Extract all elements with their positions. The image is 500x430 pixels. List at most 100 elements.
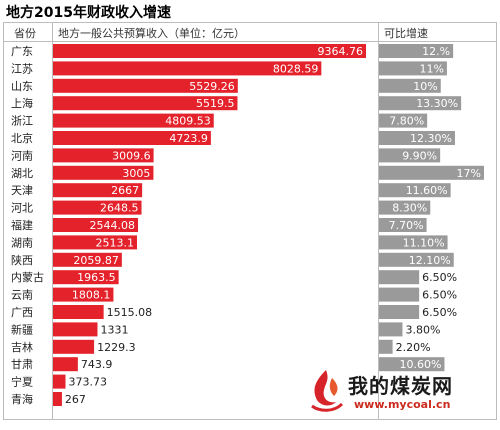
revenue-value-label: 373.73 xyxy=(68,376,107,389)
revenue-bar xyxy=(53,200,142,215)
revenue-value-label: 8028.59 xyxy=(273,62,319,75)
province-label: 云南 xyxy=(11,289,33,302)
revenue-bar xyxy=(53,218,139,232)
growth-value-label: 12.10% xyxy=(409,254,451,267)
revenue-value-label: 1808.1 xyxy=(72,289,111,302)
province-label: 河南 xyxy=(11,149,33,162)
growth-value-label: 8.30% xyxy=(392,202,427,215)
growth-value-label: 6.50% xyxy=(422,271,457,284)
revenue-value-label: 5519.5 xyxy=(196,97,235,110)
province-label: 北京 xyxy=(11,131,33,145)
revenue-bar xyxy=(53,374,66,389)
revenue-bar xyxy=(53,305,104,319)
province-label: 吉林 xyxy=(11,340,33,354)
growth-value-label: 7.70% xyxy=(389,219,424,232)
growth-value-label: 6.50% xyxy=(422,289,457,302)
growth-value-label: 12.% xyxy=(422,45,450,58)
province-label: 河北 xyxy=(11,202,33,215)
province-label: 甘肃 xyxy=(11,358,33,371)
province-label: 新疆 xyxy=(11,322,33,336)
growth-bar xyxy=(379,148,441,163)
revenue-value-label: 3009.6 xyxy=(112,149,151,162)
province-label: 福建 xyxy=(11,218,33,232)
coal-flame-logo-icon xyxy=(311,370,344,412)
province-label: 山东 xyxy=(11,80,33,93)
growth-bar xyxy=(379,218,427,232)
growth-bar xyxy=(379,131,455,145)
logo-brand-name: 我的煤炭网 xyxy=(348,374,453,398)
province-label: 陕西 xyxy=(11,253,33,267)
revenue-bar xyxy=(53,96,238,111)
growth-bar xyxy=(379,339,393,354)
province-label: 广东 xyxy=(11,45,33,58)
growth-bar xyxy=(379,252,454,267)
growth-value-label: 6.50% xyxy=(422,306,457,319)
growth-value-label: 11.10% xyxy=(403,236,445,249)
revenue-bar xyxy=(53,252,122,267)
growth-value-label: 11.60% xyxy=(406,184,448,197)
revenue-value-label: 5529.26 xyxy=(189,80,235,93)
column-divider xyxy=(378,22,379,420)
revenue-bar xyxy=(53,78,238,93)
revenue-header: 地方一般公共预算收入（单位：亿元） xyxy=(58,27,245,40)
revenue-value-label: 2648.5 xyxy=(100,202,139,215)
revenue-value-label: 743.9 xyxy=(81,358,113,371)
growth-bar xyxy=(379,270,420,285)
revenue-bar xyxy=(53,357,78,372)
province-label: 宁夏 xyxy=(11,375,33,389)
revenue-value-label: 9364.76 xyxy=(318,45,364,58)
chart-title: 地方2015年财政收入增速 xyxy=(6,5,171,21)
revenue-bar xyxy=(53,392,62,406)
revenue-value-label: 267 xyxy=(65,393,86,406)
revenue-value-label: 2667 xyxy=(111,184,139,197)
growth-value-label: 10.60% xyxy=(400,358,442,371)
growth-bar xyxy=(379,357,445,372)
growth-bar xyxy=(379,287,420,302)
revenue-bar xyxy=(53,235,137,250)
revenue-bar xyxy=(53,61,322,76)
revenue-value-label: 4723.9 xyxy=(169,132,208,145)
growth-bar xyxy=(379,200,431,215)
header-row xyxy=(3,22,497,42)
revenue-value-label: 2059.87 xyxy=(73,254,119,267)
revenue-bar xyxy=(53,287,114,302)
growth-bar xyxy=(379,322,403,337)
growth-value-label: 11% xyxy=(419,62,443,75)
revenue-bar xyxy=(53,165,154,180)
growth-bar xyxy=(379,61,447,76)
growth-bar xyxy=(379,44,454,58)
province-header: 省份 xyxy=(14,27,36,40)
growth-value-label: 10% xyxy=(413,80,437,93)
revenue-value-label: 1229.3 xyxy=(97,341,135,354)
growth-header: 可比增速 xyxy=(384,27,428,40)
province-label: 湖北 xyxy=(11,167,33,180)
growth-value-label: 13.30% xyxy=(416,97,458,110)
column-divider xyxy=(52,22,53,420)
growth-value-label: 3.80% xyxy=(405,323,440,336)
growth-value-label: 9.90% xyxy=(402,149,437,162)
province-label: 浙江 xyxy=(11,115,33,128)
growth-bar xyxy=(379,113,428,128)
revenue-value-label: 1331 xyxy=(100,323,128,336)
revenue-bar xyxy=(53,148,154,163)
province-label: 上海 xyxy=(11,96,33,110)
revenue-bar xyxy=(53,183,143,198)
revenue-bar xyxy=(53,44,366,58)
growth-value-label: 17% xyxy=(457,167,481,180)
province-label: 江苏 xyxy=(11,62,33,75)
growth-bar xyxy=(379,235,448,250)
revenue-value-label: 2513.1 xyxy=(95,236,134,249)
revenue-bar xyxy=(53,339,95,354)
province-label: 天津 xyxy=(11,184,33,197)
revenue-value-label: 1963.5 xyxy=(77,271,116,284)
revenue-value-label: 4809.53 xyxy=(165,115,211,128)
growth-bar xyxy=(379,165,484,180)
province-label: 青海 xyxy=(11,392,33,406)
chart-frame xyxy=(3,22,497,420)
revenue-value-label: 3005 xyxy=(122,167,150,180)
growth-value-label: 7.80% xyxy=(389,115,424,128)
province-label: 内蒙古 xyxy=(11,270,44,284)
revenue-bar xyxy=(53,270,119,285)
revenue-bar xyxy=(53,113,214,128)
